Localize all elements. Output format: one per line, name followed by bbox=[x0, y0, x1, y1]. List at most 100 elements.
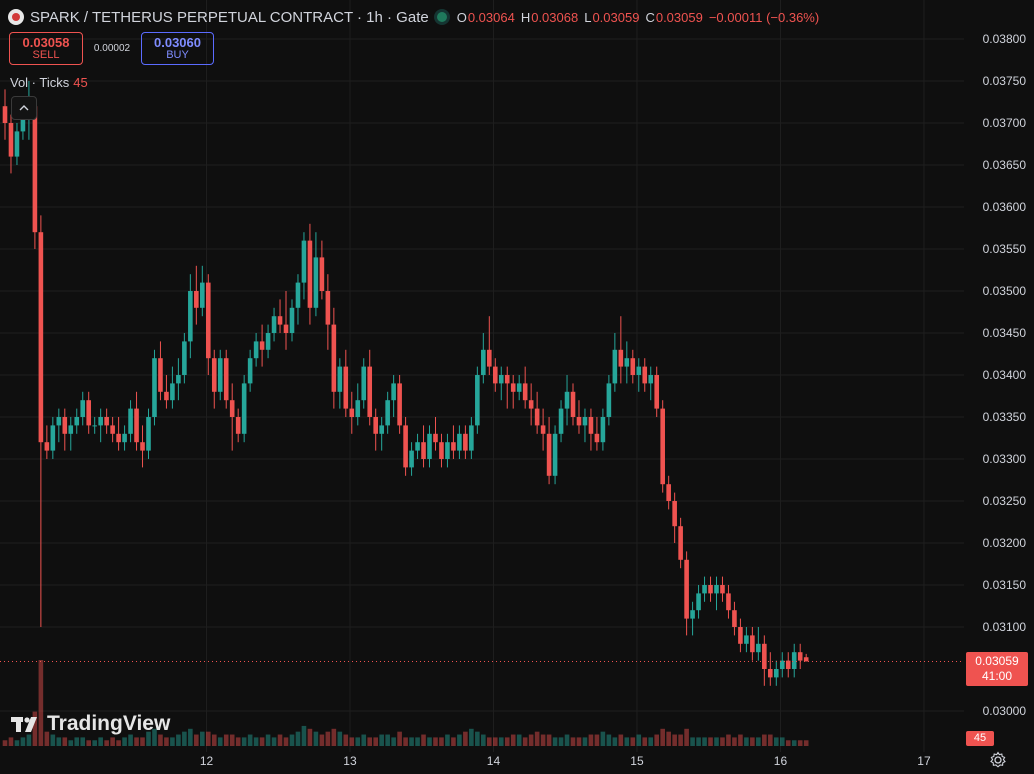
candle[interactable] bbox=[128, 400, 133, 443]
candle[interactable] bbox=[116, 417, 121, 451]
candle[interactable] bbox=[104, 408, 109, 434]
candle[interactable] bbox=[684, 551, 689, 636]
candle[interactable] bbox=[110, 417, 115, 443]
candle[interactable] bbox=[349, 391, 355, 434]
candle[interactable] bbox=[457, 425, 462, 459]
candle[interactable] bbox=[176, 358, 181, 401]
candle[interactable] bbox=[307, 223, 313, 325]
candle[interactable] bbox=[379, 417, 384, 451]
candle[interactable] bbox=[720, 576, 725, 602]
candle[interactable] bbox=[427, 425, 432, 468]
candle[interactable] bbox=[217, 349, 223, 401]
candle[interactable] bbox=[421, 425, 426, 468]
candle[interactable] bbox=[247, 349, 253, 392]
candle[interactable] bbox=[714, 576, 719, 611]
candle[interactable] bbox=[672, 492, 677, 543]
candle[interactable] bbox=[726, 585, 731, 619]
candle[interactable] bbox=[463, 425, 468, 459]
candle[interactable] bbox=[540, 408, 546, 451]
candle[interactable] bbox=[152, 349, 157, 426]
candle[interactable] bbox=[194, 265, 199, 325]
candle[interactable] bbox=[415, 433, 420, 459]
candle[interactable] bbox=[122, 425, 127, 451]
candle[interactable] bbox=[744, 627, 749, 653]
candle[interactable] bbox=[797, 643, 803, 669]
candle[interactable] bbox=[283, 291, 289, 350]
candle[interactable] bbox=[271, 307, 277, 342]
candle[interactable] bbox=[791, 643, 797, 678]
sell-button[interactable]: 0.03058 SELL bbox=[9, 32, 83, 65]
candle[interactable] bbox=[343, 349, 349, 417]
candle[interactable] bbox=[205, 274, 211, 375]
candle[interactable] bbox=[253, 333, 259, 367]
candle[interactable] bbox=[660, 400, 665, 493]
candle[interactable] bbox=[277, 299, 283, 333]
buy-button[interactable]: 0.03060 BUY bbox=[141, 32, 214, 65]
candle[interactable] bbox=[690, 601, 695, 636]
candle[interactable] bbox=[331, 307, 337, 409]
symbol-title[interactable]: SPARK / TETHERUS PERPETUAL CONTRACT · 1h… bbox=[30, 8, 429, 26]
candle[interactable] bbox=[481, 333, 486, 384]
candle[interactable] bbox=[241, 375, 247, 443]
candle[interactable] bbox=[397, 375, 402, 434]
candle[interactable] bbox=[385, 391, 390, 434]
candle[interactable] bbox=[295, 274, 301, 325]
candle[interactable] bbox=[588, 408, 594, 451]
candle[interactable] bbox=[451, 425, 456, 459]
candle[interactable] bbox=[134, 391, 139, 451]
candle[interactable] bbox=[576, 400, 582, 434]
candle[interactable] bbox=[654, 366, 660, 417]
candle[interactable] bbox=[391, 375, 396, 417]
candle[interactable] bbox=[762, 635, 767, 686]
candle[interactable] bbox=[140, 425, 145, 468]
candle[interactable] bbox=[522, 366, 528, 409]
candle[interactable] bbox=[570, 383, 576, 426]
candle[interactable] bbox=[373, 408, 378, 451]
candle[interactable] bbox=[773, 660, 779, 686]
candle[interactable] bbox=[337, 358, 343, 409]
candle[interactable] bbox=[708, 576, 713, 602]
candle[interactable] bbox=[98, 408, 103, 443]
candle[interactable] bbox=[738, 618, 743, 653]
candle[interactable] bbox=[313, 232, 319, 317]
candle[interactable] bbox=[678, 517, 683, 569]
candle[interactable] bbox=[188, 274, 193, 359]
candle[interactable] bbox=[445, 433, 450, 468]
candle[interactable] bbox=[498, 366, 504, 401]
candle[interactable] bbox=[200, 265, 205, 317]
candle[interactable] bbox=[606, 375, 612, 426]
candle[interactable] bbox=[265, 324, 271, 359]
candle[interactable] bbox=[756, 627, 761, 661]
candle[interactable] bbox=[44, 425, 50, 459]
candle[interactable] bbox=[38, 215, 44, 627]
collapse-legend-button[interactable] bbox=[11, 96, 37, 120]
candle[interactable] bbox=[68, 417, 74, 451]
candle[interactable] bbox=[62, 408, 68, 451]
candle[interactable] bbox=[32, 97, 38, 249]
tradingview-logo[interactable]: TradingView bbox=[11, 712, 170, 736]
candle[interactable] bbox=[14, 123, 20, 165]
candle[interactable] bbox=[504, 366, 510, 409]
candle[interactable] bbox=[182, 333, 187, 384]
candle[interactable] bbox=[803, 653, 809, 662]
candle[interactable] bbox=[223, 349, 229, 409]
candle[interactable] bbox=[516, 375, 522, 401]
candle[interactable] bbox=[564, 375, 570, 426]
candle[interactable] bbox=[486, 316, 492, 375]
candle[interactable] bbox=[259, 324, 265, 367]
candle[interactable] bbox=[325, 274, 331, 350]
candle[interactable] bbox=[630, 349, 636, 384]
candle[interactable] bbox=[8, 114, 14, 174]
candle[interactable] bbox=[779, 652, 785, 678]
candle[interactable] bbox=[696, 585, 701, 619]
candle[interactable] bbox=[367, 349, 373, 426]
candle[interactable] bbox=[475, 366, 480, 434]
candle[interactable] bbox=[618, 316, 624, 384]
candle[interactable] bbox=[624, 341, 630, 384]
candle[interactable] bbox=[492, 358, 498, 392]
candle[interactable] bbox=[785, 652, 791, 678]
candle[interactable] bbox=[510, 375, 516, 409]
candle[interactable] bbox=[235, 408, 241, 443]
candle[interactable] bbox=[648, 366, 654, 401]
